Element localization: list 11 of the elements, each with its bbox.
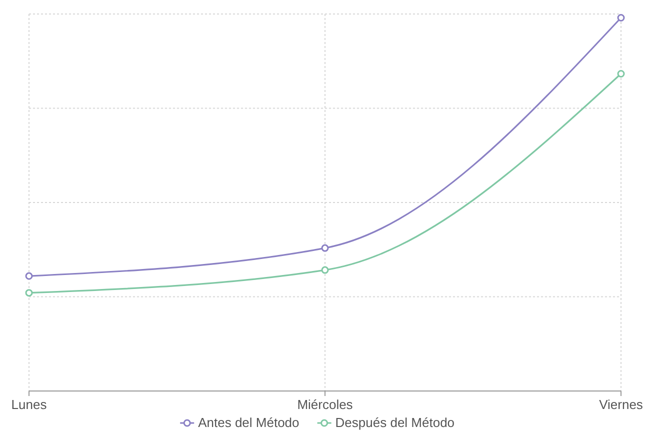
- legend-label: Antes del Método: [198, 415, 300, 430]
- legend-label: Después del Método: [335, 415, 455, 430]
- x-tick-label: Viernes: [599, 397, 644, 412]
- point: [25, 289, 33, 297]
- point: [617, 70, 625, 78]
- x-tick-label: Miércoles: [297, 397, 354, 412]
- point: [617, 14, 625, 22]
- point: [321, 266, 329, 274]
- point: [321, 244, 329, 252]
- x-tick-label: Lunes: [11, 397, 48, 412]
- point: [25, 272, 33, 280]
